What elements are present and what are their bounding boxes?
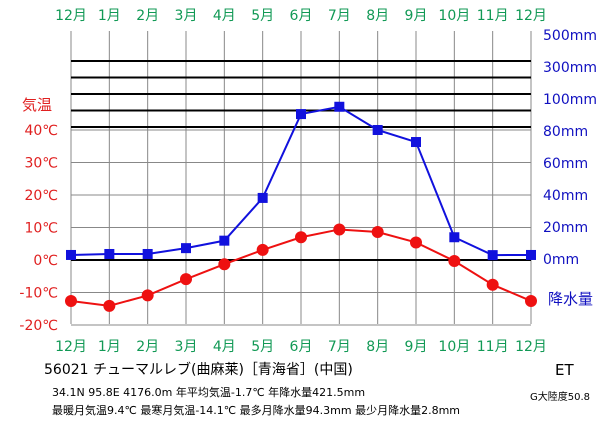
month-label-top: 11月 [477, 8, 509, 24]
month-label-top: 2月 [136, 8, 159, 24]
grid [70, 31, 532, 326]
month-label-bottom: 3月 [175, 339, 198, 355]
temperature-tick-label: 20℃ [24, 188, 58, 204]
month-label-top: 5月 [251, 8, 274, 24]
precipitation-tick-label: 20mm [543, 220, 588, 236]
month-label-top: 10月 [438, 8, 470, 24]
station-meta: 34.1N 95.8E 4176.0m 年平均気温-1.7℃ 年降水量421.5… [52, 386, 366, 399]
temperature-tick-label: 40℃ [24, 123, 58, 139]
temperature-axis-ticks: 40℃ 30℃ 20℃ 10℃ 0℃ -10℃ -20℃ [19, 123, 58, 334]
month-label-bottom: 12月 [515, 339, 547, 355]
month-label-top: 6月 [290, 8, 313, 24]
month-label-bottom: 8月 [366, 339, 389, 355]
precipitation-point [526, 249, 536, 260]
precipitation-tick-label: 100mm [543, 92, 597, 108]
month-label-top: 12月 [55, 8, 87, 24]
temperature-point [333, 223, 346, 236]
month-label-bottom: 4月 [213, 339, 236, 355]
month-label-top: 1月 [98, 8, 121, 24]
month-label-top: 12月 [515, 8, 547, 24]
precipitation-point [334, 101, 345, 112]
month-label-bottom: 5月 [251, 339, 274, 355]
temperature-point [218, 258, 231, 271]
precipitation-tick-label: 300mm [543, 60, 597, 76]
month-label-top: 3月 [175, 8, 198, 24]
temperature-tick-label: -10℃ [19, 286, 58, 302]
precipitation-tick-label: 0mm [543, 252, 579, 268]
temperature-point [65, 294, 77, 307]
month-label-bottom: 6月 [290, 339, 313, 355]
precipitation-point [104, 248, 115, 259]
precipitation-point [181, 243, 191, 254]
precipitation-tick-label: 80mm [543, 124, 588, 140]
month-label-top: 9月 [405, 8, 428, 24]
precipitation-point [219, 235, 230, 246]
temperature-point [180, 273, 192, 286]
temperature-point [486, 278, 499, 291]
precipitation-point [66, 249, 76, 260]
climate-code: ET [555, 361, 574, 379]
temperature-axis-label: 気温 [22, 96, 52, 114]
station-stats: 最暖月気温9.4℃ 最寒月気温-14.1℃ 最多月降水量94.3mm 最少月降水… [52, 404, 460, 417]
month-label-bottom: 11月 [477, 339, 509, 355]
temperature-point [410, 236, 422, 249]
temperature-point [448, 254, 461, 267]
month-label-top: 7月 [328, 8, 351, 24]
month-label-top: 8月 [366, 8, 389, 24]
precipitation-tick-label: 500mm [543, 28, 597, 44]
precipitation-point [487, 250, 498, 261]
month-label-bottom: 12月 [55, 339, 87, 355]
temperature-tick-label: 0℃ [33, 253, 58, 269]
precipitation-tick-label: 60mm [543, 156, 588, 172]
precipitation-point [296, 109, 306, 120]
month-label-bottom: 9月 [405, 339, 428, 355]
temperature-tick-label: 30℃ [24, 156, 58, 172]
precipitation-axis-ticks: 500mm 300mm 100mm 80mm 60mm 40mm 20mm 0mm [543, 28, 597, 268]
precipitation-point [449, 232, 460, 243]
precipitation-point [372, 125, 383, 135]
temperature-point [141, 289, 154, 302]
temperature-tick-label: 10℃ [24, 221, 58, 237]
precipitation-point [411, 137, 421, 148]
month-label-bottom: 10月 [438, 339, 470, 355]
month-label-bottom: 1月 [98, 339, 121, 355]
precipitation-axis-label: 降水量 [548, 290, 593, 308]
continentality-index: G大陸度50.8 [530, 392, 591, 403]
bottom-month-labels: 12月 1月 2月 3月 4月 5月 6月 7月 8月 9月 10月 11月 12月 [55, 339, 547, 355]
series [65, 101, 537, 312]
top-month-labels: 12月 1月 2月 3月 4月 5月 6月 7月 8月 9月 10月 11月 12月 [55, 8, 547, 24]
temperature-point [371, 226, 384, 239]
station-name: 56021 チューマルレブ(曲麻莱)［青海省］(中国) [44, 362, 353, 378]
precipitation-point [142, 248, 153, 259]
temperature-point [256, 243, 269, 256]
month-label-bottom: 7月 [328, 339, 351, 355]
precipitation-point [257, 192, 268, 203]
precipitation-tick-label: 40mm [543, 188, 588, 204]
temperature-point [295, 231, 307, 244]
month-label-bottom: 2月 [136, 339, 159, 355]
temperature-point [525, 294, 537, 307]
temperature-point [103, 299, 116, 312]
month-label-top: 4月 [213, 8, 236, 24]
temperature-tick-label: -20℃ [19, 318, 58, 334]
